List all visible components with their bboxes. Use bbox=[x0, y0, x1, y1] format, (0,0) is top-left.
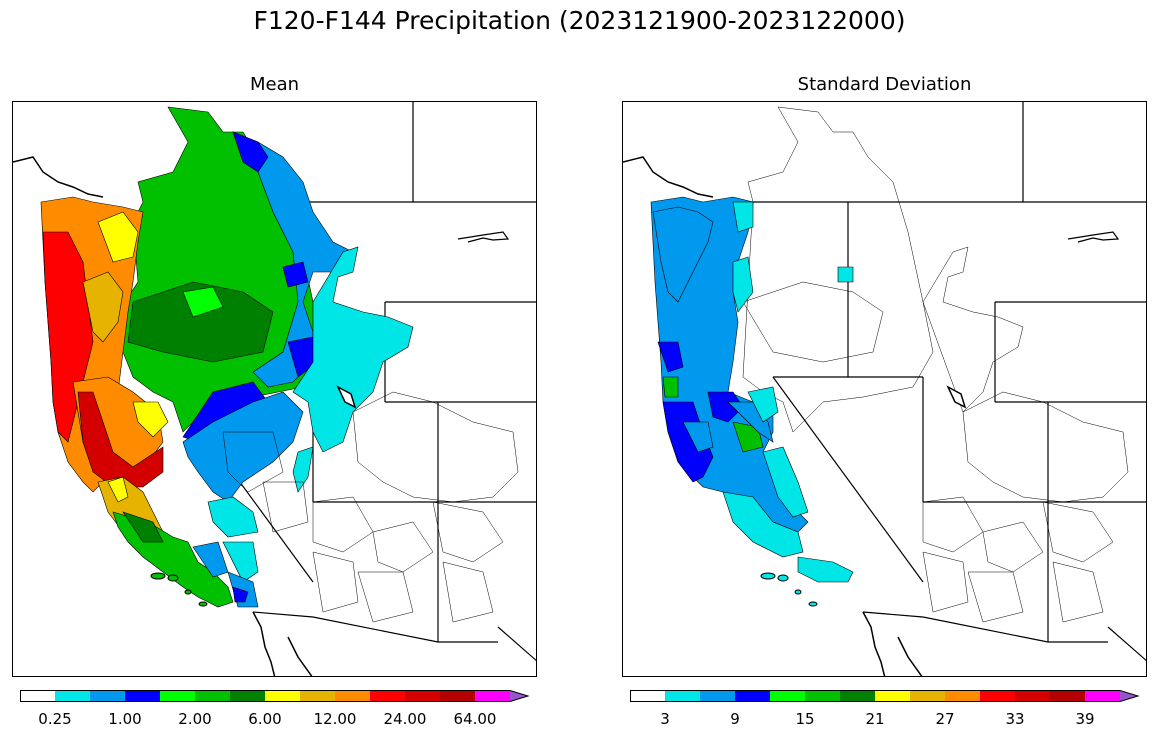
colorbar-tick-label: 2.00 bbox=[178, 710, 212, 728]
colorbar-segment bbox=[440, 690, 476, 702]
colorbar-tick-label: 15 bbox=[795, 710, 815, 728]
colorbar-extend-arrow bbox=[510, 690, 528, 702]
colorbar-segment bbox=[875, 690, 911, 702]
colorbar-segment bbox=[370, 690, 406, 702]
map-mean-canvas bbox=[13, 102, 536, 676]
colorbar-outline bbox=[630, 690, 1140, 702]
colorbar-segment bbox=[300, 690, 336, 702]
colorbar-segment bbox=[20, 690, 56, 702]
colorbar-tick-label: 9 bbox=[730, 710, 740, 728]
map-mean bbox=[12, 101, 537, 677]
colorbar-segment bbox=[910, 690, 946, 702]
colorbar-outline bbox=[20, 690, 530, 702]
colorbar-tick-label: 21 bbox=[865, 710, 885, 728]
colorbar-segment bbox=[980, 690, 1016, 702]
colorbar-tick-label: 39 bbox=[1075, 710, 1095, 728]
colorbar-segment bbox=[630, 690, 666, 702]
colorbar-segment bbox=[335, 690, 371, 702]
colorbar-segment bbox=[770, 690, 806, 702]
panel-title-stddev: Standard Deviation bbox=[797, 74, 972, 95]
colorbar-tick-label: 27 bbox=[935, 710, 955, 728]
map-stddev-canvas bbox=[623, 102, 1146, 676]
colorbar-segment bbox=[230, 690, 266, 702]
colorbar-tick-label: 24.00 bbox=[383, 710, 427, 728]
colorbar-tick-label: 1.00 bbox=[108, 710, 142, 728]
colorbar-segment bbox=[195, 690, 231, 702]
colorbar-segment bbox=[840, 690, 876, 702]
colorbar-segment bbox=[265, 690, 301, 702]
colorbar-segment bbox=[1085, 690, 1121, 702]
colorbar-tick-label: 33 bbox=[1005, 710, 1025, 728]
colorbar-segment bbox=[160, 690, 196, 702]
colorbar-segment bbox=[945, 690, 981, 702]
colorbar-extend-arrow bbox=[1120, 690, 1138, 702]
colorbar-tick-label: 64.00 bbox=[453, 710, 497, 728]
colorbar-segment bbox=[805, 690, 841, 702]
colorbar-stddev bbox=[630, 690, 1140, 702]
colorbar-mean bbox=[20, 690, 530, 702]
colorbar-tick-label: 0.25 bbox=[38, 710, 72, 728]
figure-title: F120-F144 Precipitation (2023121900-2023… bbox=[253, 6, 906, 35]
colorbar-segment bbox=[665, 690, 701, 702]
colorbar-segment bbox=[700, 690, 736, 702]
map-stddev bbox=[622, 101, 1147, 677]
colorbar-tick-label: 3 bbox=[660, 710, 670, 728]
colorbar-segment bbox=[475, 690, 511, 702]
colorbar-segment bbox=[735, 690, 771, 702]
colorbar-segment bbox=[405, 690, 441, 702]
colorbar-segment bbox=[55, 690, 91, 702]
panel-title-mean: Mean bbox=[249, 74, 300, 95]
colorbar-tick-label: 12.00 bbox=[313, 710, 357, 728]
colorbar-segment bbox=[90, 690, 126, 702]
colorbar-segment bbox=[1050, 690, 1086, 702]
colorbar-segment bbox=[1015, 690, 1051, 702]
colorbar-segment bbox=[125, 690, 161, 702]
colorbar-tick-label: 6.00 bbox=[248, 710, 282, 728]
